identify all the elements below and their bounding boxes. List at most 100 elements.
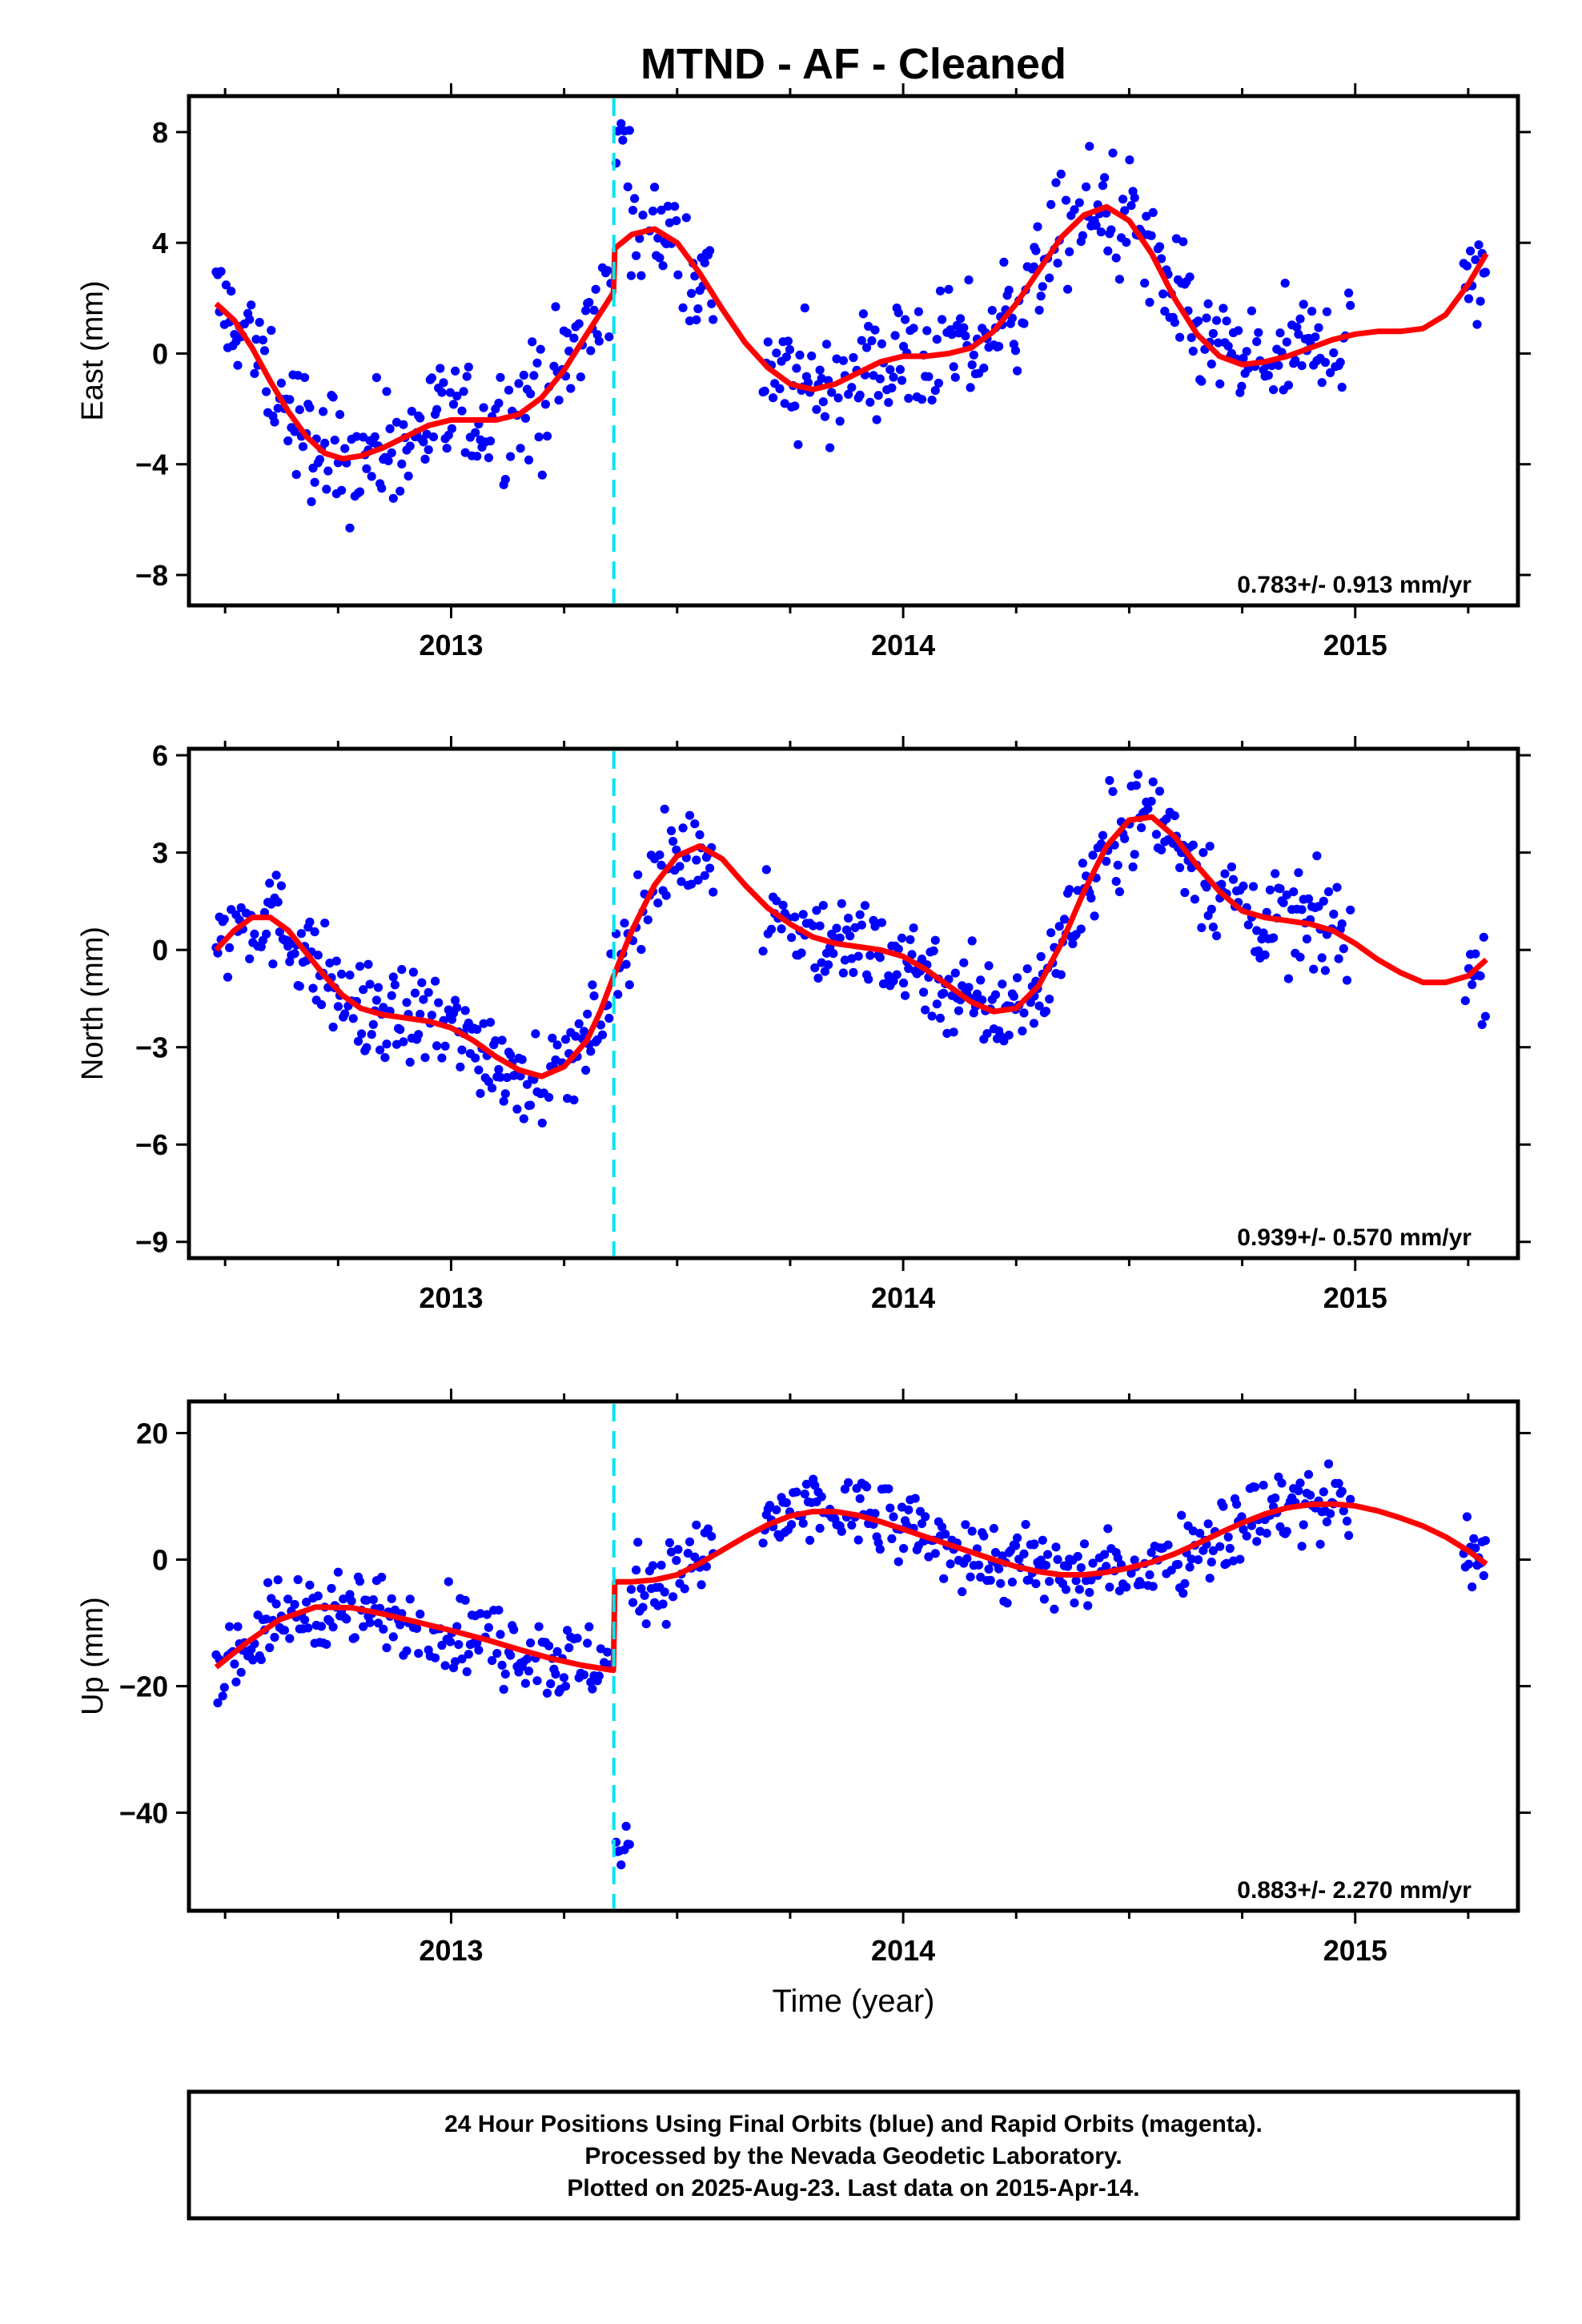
north-data-point [1480, 1011, 1490, 1021]
up-data-point [1262, 1529, 1271, 1538]
north-data-point [661, 891, 671, 900]
up-data-point [984, 1564, 994, 1574]
east-data-point [616, 119, 626, 128]
north-data-point [1120, 834, 1130, 843]
north-data-point [363, 959, 373, 969]
up-data-point [233, 1622, 243, 1631]
north-data-point [365, 979, 375, 989]
east-data-point [1013, 366, 1022, 376]
north-data-point [1114, 887, 1124, 897]
north-data-point [371, 995, 381, 1005]
north-data-point [1154, 786, 1165, 796]
east-data-point [293, 371, 303, 380]
north-data-point [904, 963, 913, 973]
up-data-point [640, 1590, 649, 1600]
north-data-point [396, 1025, 405, 1035]
east-data-point [987, 306, 997, 316]
east-data-point [885, 365, 895, 375]
north-data-point [990, 990, 1001, 999]
east-data-point [1056, 169, 1066, 179]
east-data-point [1096, 227, 1106, 237]
north-data-point [1332, 883, 1342, 892]
east-data-point [259, 346, 270, 356]
north-data-point [325, 959, 335, 968]
east-data-point [1126, 201, 1136, 211]
up-data-point [377, 1572, 387, 1582]
east-data-point [685, 316, 695, 326]
north-data-point [820, 967, 829, 976]
up-data-point [412, 1623, 422, 1633]
up-data-point [904, 1505, 913, 1514]
east-data-point [566, 384, 576, 393]
east-y-tick-label: 0 [152, 337, 168, 370]
up-data-point [218, 1691, 227, 1701]
east-data-point [638, 211, 648, 220]
north-y-tick-label: −3 [135, 1031, 168, 1064]
up-data-point [1148, 1582, 1158, 1591]
north-data-point [942, 1028, 952, 1038]
east-data-point [966, 383, 975, 392]
east-data-point [295, 405, 304, 415]
up-data-point [690, 1552, 700, 1562]
north-data-point [935, 1013, 946, 1023]
north-data-point [705, 863, 715, 873]
north-data-point [305, 917, 315, 927]
east-data-point [1317, 378, 1327, 388]
north-data-point [777, 924, 786, 934]
north-data-point [506, 1050, 516, 1059]
east-data-point [1108, 148, 1118, 158]
north-data-point [1252, 926, 1262, 935]
north-data-point [337, 969, 347, 979]
east-data-point [785, 345, 795, 355]
north-plot-frame [187, 746, 1520, 1261]
north-data-point [387, 991, 396, 1000]
east-data-point [884, 398, 893, 408]
north-data-point [1477, 1019, 1487, 1029]
east-data-point [949, 362, 958, 372]
north-data-point [410, 988, 420, 998]
up-data-point [837, 1526, 846, 1536]
up-data-point [817, 1492, 826, 1502]
north-data-point [1303, 894, 1314, 903]
east-data-point [838, 356, 848, 365]
north-data-point [1479, 932, 1488, 942]
up-data-point [941, 1530, 950, 1539]
north-data-point [1046, 928, 1056, 938]
footer-line-3: Plotted on 2025-Aug-23. Last data on 201… [567, 2175, 1139, 2201]
east-data-point [439, 378, 448, 388]
east-data-point [964, 275, 974, 285]
north-data-point [1202, 883, 1211, 892]
up-x-tick-label: 2014 [871, 1934, 935, 1967]
up-data-point [626, 1585, 636, 1594]
up-data-point [457, 1655, 467, 1664]
north-data-point [1197, 923, 1207, 932]
up-data-point [302, 1598, 311, 1607]
north-data-point [810, 963, 820, 973]
up-data-point [572, 1634, 582, 1643]
east-data-point [1004, 285, 1014, 295]
east-data-point [584, 298, 594, 308]
east-data-point [270, 417, 279, 427]
east-data-point [494, 398, 504, 408]
north-data-point [295, 981, 304, 991]
north-data-point [1339, 944, 1348, 954]
north-data-point [829, 949, 838, 959]
east-data-point [1202, 313, 1211, 323]
up-data-point [648, 1561, 658, 1570]
up-data-point [283, 1594, 293, 1604]
north-data-point [499, 1096, 508, 1106]
up-data-point [1079, 1539, 1090, 1549]
up-data-point [810, 1481, 820, 1490]
up-data-point [844, 1478, 853, 1487]
east-data-point [1036, 292, 1046, 301]
east-data-point [1274, 360, 1283, 370]
east-data-point [437, 388, 447, 397]
east-data-point [496, 372, 505, 382]
north-data-point [1207, 904, 1216, 914]
up-data-point [887, 1534, 897, 1543]
up-data-point [636, 1584, 646, 1594]
east-data-point [1254, 328, 1263, 337]
north-data-point [434, 998, 444, 1007]
east-data-point [800, 303, 809, 313]
east-data-point [519, 370, 528, 380]
